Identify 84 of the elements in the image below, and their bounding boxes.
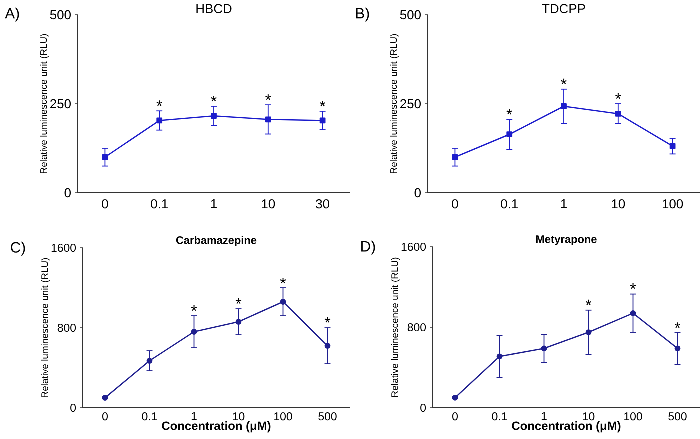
point: [670, 143, 676, 150]
x-tick-label: 1: [192, 412, 197, 420]
x-tick-label: 500: [318, 412, 337, 421]
annotation: *: [506, 109, 512, 115]
x-tick-label: 1: [542, 412, 547, 420]
point: [541, 346, 548, 352]
point: [156, 118, 163, 124]
point: [191, 329, 198, 335]
point: [561, 104, 567, 110]
annotation: *: [191, 306, 198, 312]
annotation: *: [616, 94, 622, 100]
annotation: *: [561, 78, 567, 85]
y-axis-title: Relative luminescence unit (RLU): [40, 34, 50, 174]
annotation: *: [586, 300, 592, 306]
y-tick-label: 1600: [52, 244, 76, 252]
point: [320, 118, 326, 124]
y-tick-label: 0: [70, 404, 76, 412]
x-tick-label: 100: [274, 412, 292, 421]
point: [630, 310, 636, 316]
chart-title: TDCPP: [542, 4, 586, 14]
x-tick-label: 0: [452, 200, 458, 209]
point: [674, 346, 681, 352]
x-tick-label: 1: [211, 200, 217, 208]
point: [452, 394, 458, 401]
chart-title: HBCD: [196, 4, 232, 14]
y-tick-label: 0: [64, 188, 71, 198]
x-tick-label: 0.1: [492, 412, 508, 421]
point: [506, 132, 513, 138]
x-tick-label: 1: [561, 200, 567, 208]
x-tick-label: 100: [624, 412, 642, 421]
point: [452, 154, 458, 160]
point: [615, 111, 622, 117]
y-tick-label: 800: [58, 324, 76, 332]
annotation: *: [324, 317, 331, 323]
x-tick-label: 30: [316, 200, 330, 209]
y-axis-title: Relative luminescence unit (RLU): [390, 34, 400, 174]
text: B): [356, 8, 370, 22]
point: [211, 113, 217, 120]
point: [236, 319, 242, 325]
text: A): [5, 8, 20, 22]
x-tick-label: 100: [662, 200, 684, 209]
annotation: *: [236, 298, 242, 304]
y-tick-label: 0: [420, 404, 426, 412]
x-axis-title: Concentration (μM): [512, 422, 621, 433]
x-tick-label: 0.1: [151, 200, 168, 209]
point: [586, 330, 592, 336]
x-tick-label: 10: [233, 412, 245, 421]
x-tick-label: 10: [583, 412, 595, 421]
annotation: *: [211, 96, 217, 102]
text: C): [11, 242, 26, 256]
point: [102, 395, 108, 401]
x-tick-label: 10: [262, 200, 276, 209]
y-axis-title: Relative luminescence unit (RLU): [41, 258, 50, 398]
y-axis-title: Relative luminescence unit (RLU): [391, 258, 400, 397]
text: D): [362, 240, 376, 255]
annotation: *: [320, 101, 326, 107]
point: [265, 116, 272, 123]
chart-title: Metyrapone: [536, 236, 597, 246]
annotation: *: [156, 100, 162, 106]
x-tick-label: 10: [612, 200, 626, 209]
point: [280, 299, 286, 305]
x-tick-label: 0: [102, 200, 108, 209]
annotation: *: [630, 284, 636, 290]
point: [146, 358, 153, 364]
y-tick-label: 1600: [402, 242, 426, 252]
x-tick-label: 0: [102, 412, 108, 421]
x-tick-label: 0.1: [501, 200, 518, 209]
y-tick-label: 800: [408, 323, 426, 332]
x-tick-label: 500: [668, 412, 687, 421]
y-tick-label: 250: [50, 99, 71, 109]
point: [496, 354, 503, 360]
y-tick-label: 250: [400, 99, 421, 109]
x-axis-title: Concentration (μM): [162, 422, 271, 433]
y-tick-label: 500: [50, 10, 71, 20]
annotation: *: [266, 94, 272, 100]
annotation: *: [280, 278, 286, 284]
y-tick-label: 0: [414, 188, 421, 198]
chart-title: Carbamazepine: [176, 236, 257, 246]
y-tick-label: 500: [400, 10, 421, 20]
point: [102, 154, 108, 160]
x-tick-label: 0: [452, 412, 458, 421]
annotation: *: [674, 322, 681, 328]
point: [324, 343, 331, 349]
x-tick-label: 0.1: [142, 412, 158, 421]
